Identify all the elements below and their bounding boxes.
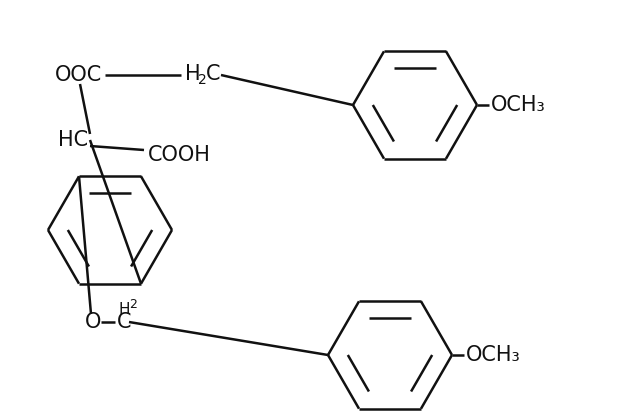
- Text: HC: HC: [58, 130, 88, 150]
- Text: H: H: [185, 64, 200, 84]
- Text: OOC: OOC: [55, 65, 102, 85]
- Text: O: O: [85, 312, 101, 332]
- Text: H: H: [118, 302, 130, 317]
- Text: C: C: [206, 64, 220, 84]
- Text: OCH₃: OCH₃: [466, 345, 521, 365]
- Text: 2: 2: [198, 73, 207, 87]
- Text: C: C: [117, 312, 132, 332]
- Text: COOH: COOH: [148, 145, 211, 165]
- Text: 2: 2: [129, 297, 137, 310]
- Text: OCH₃: OCH₃: [491, 95, 546, 115]
